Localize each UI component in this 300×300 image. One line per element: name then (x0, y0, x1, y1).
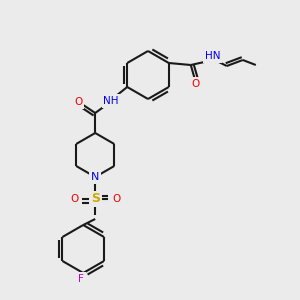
Text: F: F (78, 274, 84, 284)
Text: N: N (91, 172, 99, 182)
Text: O: O (112, 194, 120, 204)
Text: NH: NH (103, 96, 119, 106)
Text: S: S (91, 193, 100, 206)
Text: O: O (70, 194, 78, 204)
Text: O: O (74, 97, 82, 107)
Text: O: O (192, 79, 200, 89)
Text: HN: HN (205, 51, 220, 61)
